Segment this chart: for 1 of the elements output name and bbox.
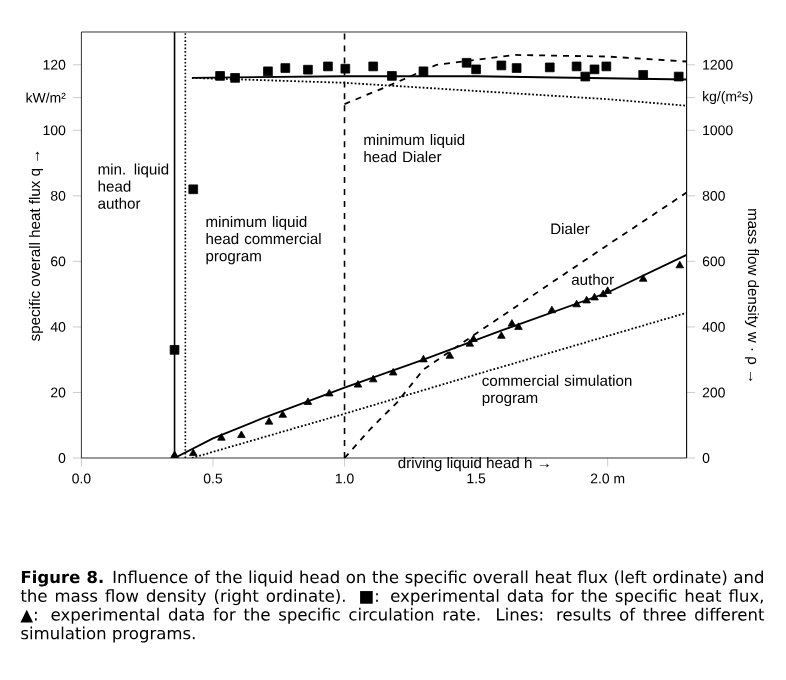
text: Figure 8. Influence of the liquid head on the specific overall heat flux (left ordinate) and the mass flow density (right ordinate). ■: experimental data for the specific heat flux, ▲: experimental data for the specific circulation rate. Lines: results of three different simulation programs. (20, 570, 765, 643)
